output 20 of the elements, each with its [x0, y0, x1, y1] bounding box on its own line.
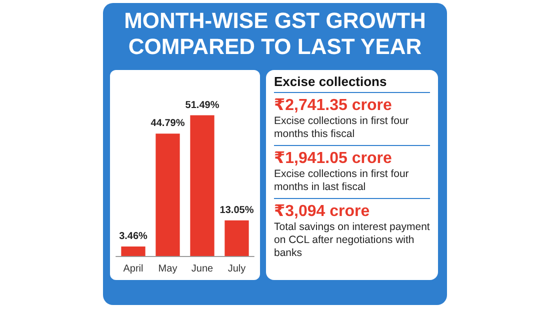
text: Total savings on interest payment on CCL after negotiations with banks	[274, 221, 430, 260]
data-label: 51.49%	[185, 100, 220, 111]
text: Excise collections in first four months in last fiscal	[274, 168, 410, 194]
x-tick-label: July	[228, 264, 246, 274]
x-tick-label: May	[158, 264, 178, 274]
text: ₹2,741.35 crore	[274, 92, 430, 115]
x-tick-label: April	[123, 264, 144, 274]
chart-title: MONTH-WISE GST GROWTH COMPARED TO LAST YEAR	[123, 8, 427, 60]
data-label: 13.05%	[220, 204, 254, 216]
x-tick-label: June	[191, 264, 214, 274]
text: Excise collections	[274, 74, 388, 89]
text: Excise collections in first four months this fiscal	[274, 115, 410, 141]
text: ₹1,941.05 crore	[274, 145, 430, 168]
text: ₹3,094 crore	[274, 198, 430, 221]
bar	[190, 115, 214, 256]
data-label: 3.46%	[119, 231, 148, 242]
data-label: 44.79%	[150, 118, 185, 130]
bar	[224, 220, 249, 256]
bar	[156, 134, 180, 256]
bar	[121, 246, 146, 256]
